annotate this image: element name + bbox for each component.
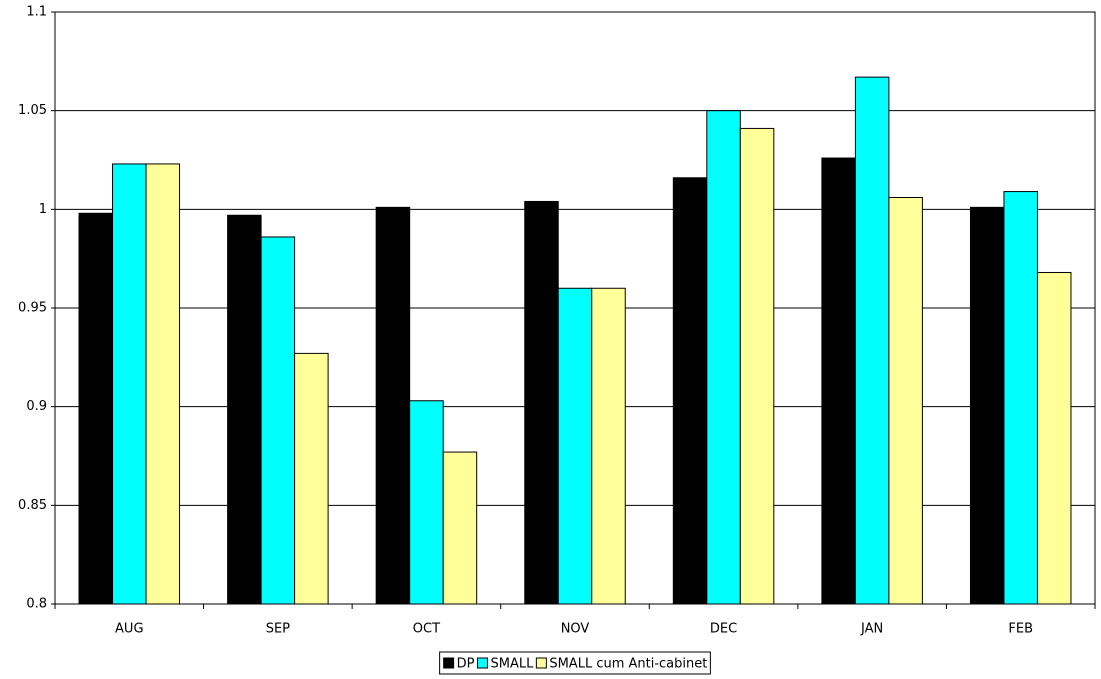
bar — [524, 200, 559, 605]
bar — [294, 352, 329, 605]
x-tick-label: OCT — [413, 622, 440, 637]
bar — [888, 196, 923, 605]
legend-label: SMALL cum Anti-cabinet — [549, 657, 707, 672]
legend: DP SMALL SMALL cum Anti-cabinet — [439, 651, 711, 675]
legend-label: DP — [457, 657, 475, 672]
x-tick-label: JAN — [860, 622, 883, 637]
y-tick-label: 1 — [39, 202, 47, 217]
y-tick-label: 1.05 — [18, 103, 47, 118]
y-tick-label: 0.9 — [26, 399, 47, 414]
x-tick-label: DEC — [710, 622, 737, 637]
bar — [78, 212, 114, 605]
bar — [739, 127, 775, 605]
y-tick-label: 0.8 — [26, 597, 47, 612]
y-tick-label: 0.95 — [18, 301, 47, 316]
bar — [591, 287, 626, 605]
legend-label: SMALL — [490, 657, 534, 672]
bar — [854, 76, 890, 605]
legend-swatch — [476, 657, 488, 669]
bar — [1036, 271, 1072, 605]
bar — [1003, 191, 1038, 605]
bar — [409, 400, 444, 605]
bar — [706, 110, 741, 605]
bar — [969, 206, 1005, 605]
x-tick-label: SEP — [266, 622, 290, 637]
legend-box — [439, 651, 711, 675]
bar — [672, 177, 708, 605]
x-tick-label: NOV — [561, 622, 590, 637]
bar — [112, 163, 147, 605]
bar — [227, 214, 262, 605]
x-tick-label: AUG — [115, 622, 143, 637]
bar — [260, 236, 296, 605]
bar — [442, 451, 478, 605]
bar — [821, 157, 856, 605]
bar — [557, 287, 593, 605]
bar — [145, 163, 181, 605]
x-tick-label: FEB — [1008, 622, 1033, 637]
legend-swatch — [443, 657, 455, 669]
y-tick-label: 1.1 — [26, 5, 47, 20]
y-tick-label: 0.85 — [18, 498, 47, 513]
bar — [375, 206, 411, 605]
legend-swatch — [535, 657, 547, 669]
